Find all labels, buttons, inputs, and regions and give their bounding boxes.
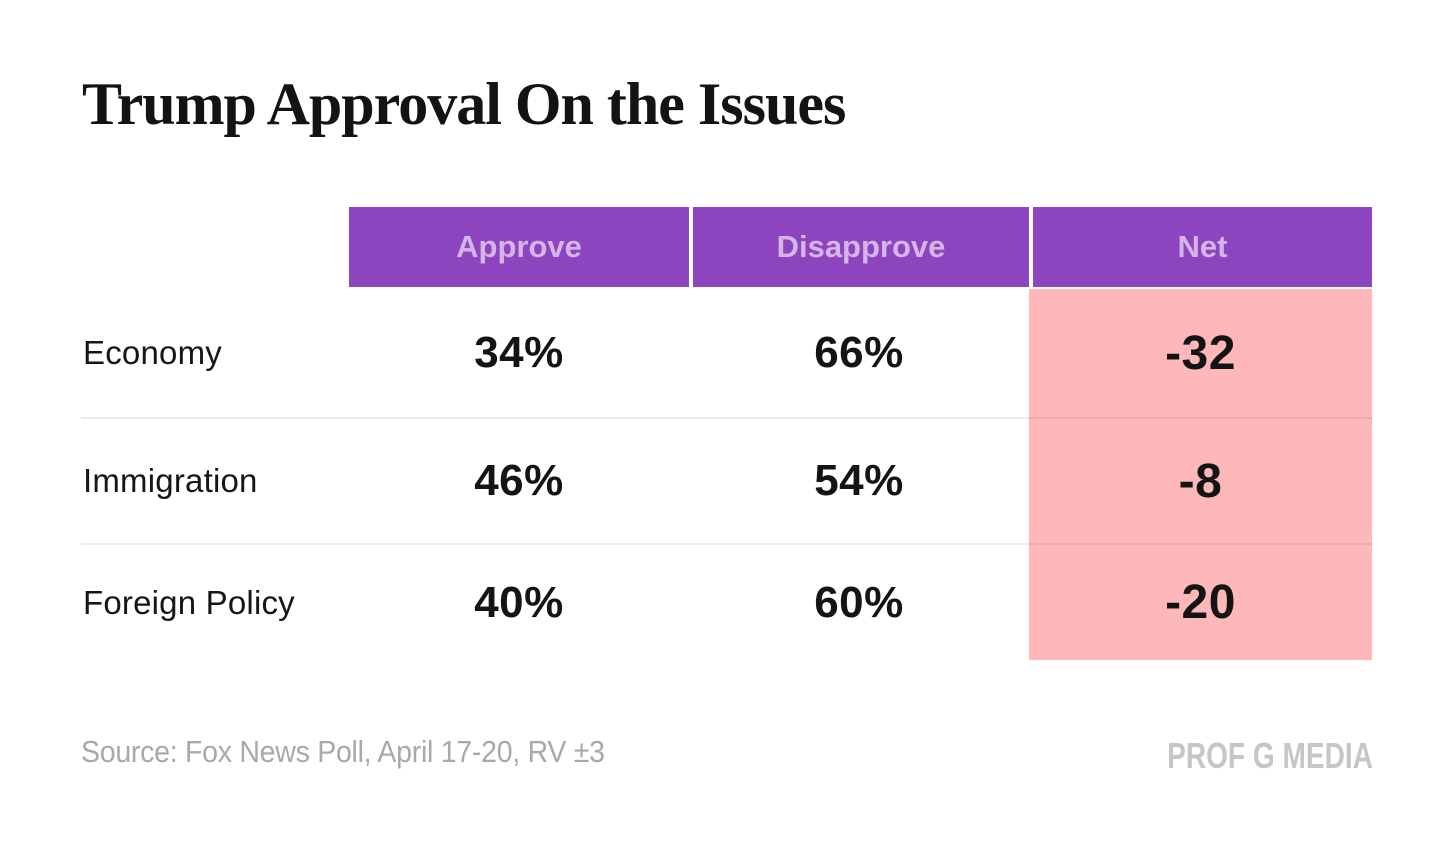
value-text: 40% bbox=[474, 577, 564, 627]
column-header-approve: Approve bbox=[349, 207, 689, 289]
cell-economy-net: -32 bbox=[1029, 289, 1372, 417]
cell-economy-disapprove: 66% bbox=[689, 289, 1029, 417]
net-value-text: -8 bbox=[1178, 454, 1223, 508]
cell-immigration-disapprove: 54% bbox=[689, 417, 1029, 543]
row-label-immigration: Immigration bbox=[81, 417, 349, 543]
value-text: 60% bbox=[814, 577, 904, 627]
column-header-net: Net bbox=[1029, 207, 1372, 289]
cell-economy-approve: 34% bbox=[349, 289, 689, 417]
cell-foreign-policy-approve: 40% bbox=[349, 543, 689, 660]
brand-logo: PROF G MEDIA bbox=[1167, 735, 1373, 776]
chart-title: Trump Approval On the Issues bbox=[82, 71, 846, 137]
row-label-economy: Economy bbox=[83, 334, 222, 371]
value-text: 46% bbox=[474, 456, 564, 505]
net-value-text: -32 bbox=[1165, 326, 1236, 380]
cell-foreign-policy-disapprove: 60% bbox=[689, 543, 1029, 660]
cell-immigration-approve: 46% bbox=[349, 417, 689, 543]
approval-table: Approve Disapprove Net Economy 34% 66% -… bbox=[81, 207, 1372, 660]
value-text: 34% bbox=[474, 328, 564, 377]
row-label-foreign-policy: Foreign Policy bbox=[81, 543, 349, 660]
cell-foreign-policy-net: -20 bbox=[1029, 543, 1372, 660]
value-text: 54% bbox=[814, 456, 904, 505]
header-spacer-cell bbox=[81, 207, 349, 289]
value-text: 66% bbox=[814, 328, 904, 377]
cell-immigration-net: -8 bbox=[1029, 417, 1372, 543]
net-value-text: -20 bbox=[1165, 576, 1236, 629]
column-header-disapprove: Disapprove bbox=[689, 207, 1029, 289]
source-attribution: Source: Fox News Poll, April 17-20, RV ±… bbox=[81, 734, 605, 769]
